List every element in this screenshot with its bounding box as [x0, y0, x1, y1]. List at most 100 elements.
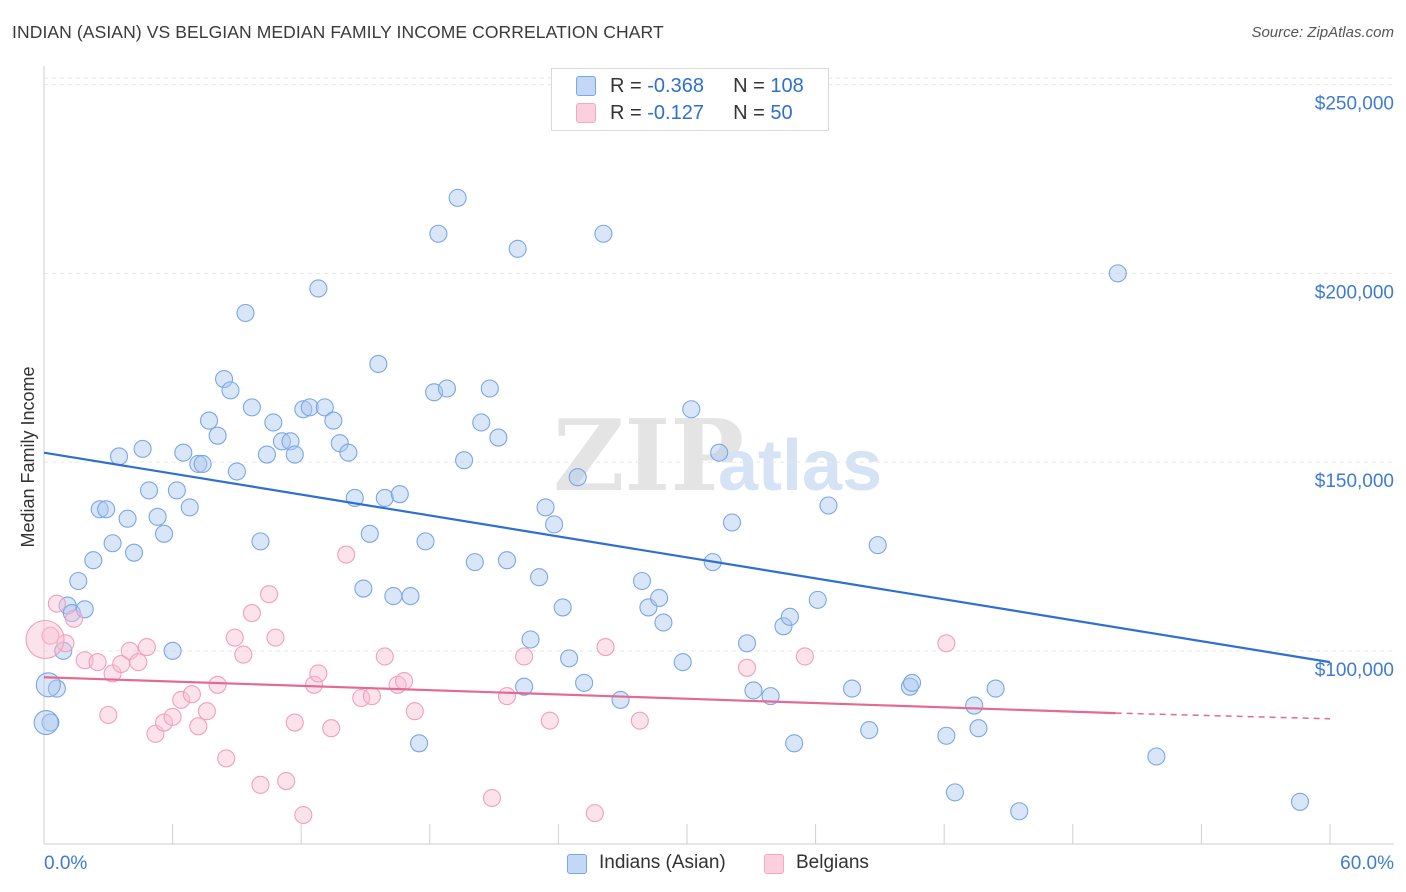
indian-point [774, 617, 793, 636]
indian-point [360, 524, 379, 543]
belgian-point [41, 626, 60, 645]
indian-point [118, 509, 137, 528]
bottom-legend-swatch-indians [567, 854, 587, 874]
indian-point [84, 551, 103, 570]
indian-point [902, 673, 922, 692]
legend-swatch-indians [576, 76, 596, 96]
indian-point [354, 579, 373, 598]
indian-point [632, 571, 652, 591]
belgian-point [137, 637, 156, 657]
belgian-point [64, 609, 84, 628]
belgian-point [197, 702, 216, 721]
indian-point [545, 515, 564, 534]
legend-n-label: N = [733, 75, 771, 97]
indian-point [309, 279, 328, 298]
indian-point [214, 370, 234, 389]
belgian-point [259, 585, 279, 604]
y-axis-label: Median Family Income [18, 366, 38, 547]
bottom-legend-label-belgians: Belgians [796, 852, 869, 873]
belgian-point [251, 775, 270, 794]
y-tick-label: $100,000 [1315, 660, 1394, 681]
belgian-point [189, 717, 208, 736]
indian-point [236, 303, 255, 323]
indian-point [148, 507, 167, 526]
indian-point [124, 543, 144, 562]
watermark-atlas: atlas [718, 426, 882, 506]
indian-point [860, 721, 879, 740]
belgian-point [266, 628, 285, 647]
belgian-point [737, 658, 757, 677]
legend-n-value: 108 [770, 75, 804, 97]
indian-point [139, 481, 159, 500]
belgian-point [234, 645, 253, 664]
belgian-point [172, 690, 191, 709]
indian-point [324, 411, 343, 430]
indian-trendline [43, 451, 1331, 664]
indian-point [808, 590, 827, 609]
indian-point [369, 354, 388, 374]
indian-point [221, 381, 240, 400]
belgian-point [182, 685, 201, 704]
belgian-point [795, 647, 814, 666]
belgian-point-large [25, 619, 65, 660]
y-tick-label: $200,000 [1315, 282, 1394, 303]
indian-point [180, 498, 199, 517]
indian-point [401, 587, 420, 606]
indian-point [339, 443, 358, 462]
indian-point [536, 498, 555, 517]
indian-point [489, 428, 508, 447]
indian-point [375, 488, 394, 508]
indian-point [1010, 802, 1029, 821]
bottom-legend-label-indians: Indians (Asian) [599, 852, 726, 873]
y-tick-label: $150,000 [1315, 471, 1394, 492]
indian-point [69, 571, 88, 591]
belgian-point [515, 647, 534, 666]
belgian-point [242, 604, 261, 623]
indian-point [174, 443, 193, 462]
indian-point [465, 553, 484, 572]
indian-point [842, 679, 862, 698]
indian-point [986, 679, 1005, 698]
indian-point [384, 587, 403, 606]
indian-point [868, 536, 887, 555]
indian-point [208, 426, 227, 445]
legend-n-value: 50 [770, 102, 793, 124]
belgian-point [405, 702, 424, 721]
indian-point [429, 224, 448, 243]
indian-point [497, 551, 517, 570]
indian-point [969, 719, 988, 738]
belgian-point [99, 705, 118, 725]
source-label: Source: ZipAtlas.com [1251, 24, 1394, 41]
belgian-point [630, 711, 649, 730]
indian-point [315, 398, 334, 417]
indian-point [650, 588, 669, 608]
belgian-point [88, 653, 107, 672]
correlation-legend: R = -0.368 N = 108 R = -0.127 N = 50 [551, 68, 829, 131]
indian-point [654, 613, 673, 632]
indian-point [673, 653, 692, 672]
legend-swatch-belgians [576, 103, 596, 123]
indian-point [937, 726, 956, 745]
indian-point [744, 681, 763, 700]
indian-point [264, 413, 283, 432]
indian-point [560, 649, 579, 668]
indian-point [722, 513, 742, 532]
indian-point [594, 224, 613, 243]
bottom-legend-swatch-belgians [764, 854, 784, 874]
indian-point [257, 445, 276, 464]
belgian-point [497, 687, 517, 706]
indian-point [737, 634, 757, 653]
indian-point [945, 783, 964, 802]
belgian-point [217, 749, 236, 768]
belgian-point [585, 804, 604, 823]
indian-point [167, 481, 186, 500]
belgian-point [375, 647, 394, 666]
indian-point [97, 500, 116, 519]
indian-point [515, 677, 534, 696]
belgian-point [540, 711, 559, 730]
indian-point [530, 568, 549, 587]
belgian-point [225, 628, 244, 647]
belgian-point [285, 713, 304, 732]
indian-point [300, 398, 319, 417]
